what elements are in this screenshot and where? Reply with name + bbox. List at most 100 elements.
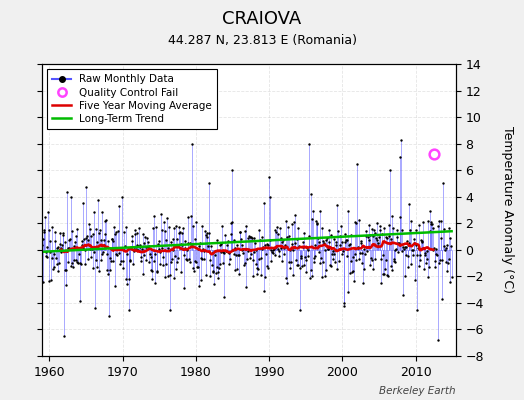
Point [85, 220, 93, 227]
Point [46, 237, 54, 244]
Point [340, 303, 348, 309]
Point [344, 288, 353, 295]
Point [342, 236, 351, 243]
Point [310, 259, 318, 265]
Point [149, 258, 158, 264]
Point [268, 247, 277, 254]
Point [53, 268, 62, 274]
Point [196, 277, 205, 283]
Point [318, 274, 326, 280]
Point [254, 266, 262, 272]
Point [308, 273, 316, 280]
Point [133, 241, 141, 248]
Point [146, 250, 154, 257]
Point [205, 180, 213, 187]
Point [99, 249, 107, 256]
Point [159, 262, 167, 268]
Point [345, 270, 354, 276]
Point [84, 256, 93, 262]
Point [362, 228, 370, 234]
Point [171, 222, 180, 229]
Point [192, 219, 200, 226]
Point [103, 251, 111, 257]
Legend: Raw Monthly Data, Quality Control Fail, Five Year Moving Average, Long-Term Tren: Raw Monthly Data, Quality Control Fail, … [47, 69, 217, 129]
Point [386, 167, 394, 173]
Point [226, 231, 235, 238]
Point [439, 180, 447, 187]
Point [173, 259, 182, 265]
Point [302, 256, 311, 263]
Point [213, 264, 221, 270]
Point [192, 259, 201, 266]
Point [234, 270, 243, 277]
Point [373, 220, 381, 226]
Point [54, 244, 62, 250]
Point [250, 249, 258, 256]
Point [329, 256, 337, 262]
Point [237, 247, 246, 253]
Point [327, 231, 335, 238]
Point [126, 258, 134, 264]
Point [201, 228, 209, 234]
Text: CRAIOVA: CRAIOVA [222, 10, 302, 28]
Point [180, 252, 188, 259]
Point [153, 268, 161, 274]
Point [246, 234, 255, 240]
Point [161, 274, 169, 281]
Point [407, 260, 415, 267]
Point [406, 227, 414, 234]
Point [108, 236, 116, 242]
Point [158, 245, 167, 252]
Point [91, 305, 99, 312]
Point [271, 244, 280, 250]
Point [292, 236, 301, 242]
Point [185, 240, 194, 246]
Point [259, 288, 268, 295]
Point [173, 236, 181, 242]
Point [418, 238, 427, 245]
Point [198, 223, 206, 229]
Point [378, 231, 386, 237]
Point [133, 230, 141, 236]
Point [355, 217, 364, 223]
Point [378, 271, 387, 277]
Point [148, 275, 157, 282]
Point [341, 231, 350, 238]
Point [307, 191, 315, 198]
Point [352, 220, 360, 227]
Point [179, 285, 188, 291]
Point [417, 236, 425, 243]
Point [41, 214, 49, 220]
Point [124, 276, 133, 282]
Point [262, 251, 270, 258]
Point [429, 225, 437, 231]
Point [444, 224, 453, 231]
Point [421, 252, 430, 258]
Point [375, 234, 383, 240]
Point [331, 258, 339, 265]
Point [321, 246, 330, 253]
Point [92, 257, 101, 263]
Point [368, 257, 376, 263]
Point [264, 242, 272, 248]
Point [176, 229, 184, 235]
Point [87, 233, 95, 239]
Point [287, 259, 295, 266]
Point [333, 266, 342, 272]
Point [257, 255, 265, 262]
Point [313, 221, 322, 227]
Point [292, 257, 300, 263]
Point [322, 237, 330, 244]
Point [270, 252, 279, 258]
Point [334, 258, 343, 264]
Point [47, 277, 55, 284]
Point [390, 258, 398, 264]
Point [194, 283, 203, 289]
Point [109, 258, 117, 265]
Point [79, 200, 88, 206]
Point [48, 224, 56, 230]
Point [208, 262, 216, 268]
Point [128, 237, 136, 244]
Point [367, 226, 376, 232]
Point [67, 194, 75, 200]
